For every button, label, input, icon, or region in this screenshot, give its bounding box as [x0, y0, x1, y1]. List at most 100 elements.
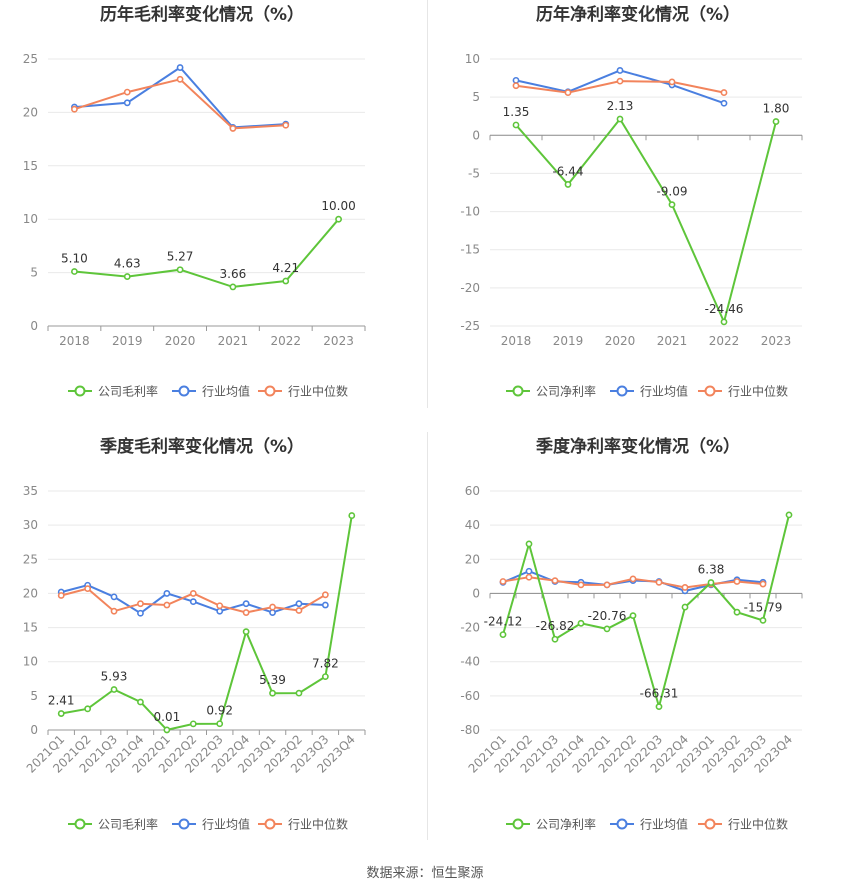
- series-line-company: [61, 515, 353, 732]
- chart-3: 季度毛利率变化情况（%）051015202530352021Q12021Q220…: [23, 436, 366, 832]
- data-label: 4.63: [114, 257, 141, 271]
- data-point-avg: [123, 99, 131, 107]
- data-point-company: [707, 579, 715, 586]
- data-label: 6.38: [698, 563, 725, 577]
- y-tick-label: -40: [460, 655, 480, 669]
- data-point-median: [216, 602, 224, 610]
- y-tick-label: 30: [23, 518, 38, 532]
- legend-label: 行业中位数: [728, 384, 788, 399]
- data-label: -24.12: [484, 615, 523, 629]
- data-point-company: [759, 616, 767, 624]
- x-tick-label: 2019: [553, 334, 584, 348]
- legend-label: 行业中位数: [288, 384, 348, 399]
- x-tick-label: 2022: [270, 334, 301, 348]
- y-tick-label: 10: [23, 655, 38, 669]
- data-point-company: [176, 266, 184, 274]
- data-point-median: [512, 82, 520, 90]
- x-tick-label: 2021: [218, 334, 249, 348]
- legend-label: 公司净利率: [536, 817, 596, 832]
- legend-label: 行业中位数: [288, 817, 348, 832]
- data-point-median: [525, 573, 533, 581]
- data-point-median: [733, 578, 741, 585]
- legend-marker: [74, 385, 86, 397]
- data-point-avg: [216, 607, 224, 615]
- chart-title: 历年毛利率变化情况（%）: [100, 4, 304, 25]
- legend-marker: [74, 818, 86, 830]
- legend-label: 行业均值: [640, 817, 688, 832]
- data-point-company: [525, 540, 533, 548]
- data-point-company: [348, 512, 356, 519]
- data-label: 10.00: [321, 199, 355, 213]
- data-point-company: [242, 628, 250, 636]
- data-label: 5.39: [259, 673, 286, 687]
- chart-4: 季度净利率变化情况（%）-80-60-40-2002040602021Q1202…: [460, 436, 803, 832]
- data-point-company: [282, 277, 290, 285]
- data-point-company: [110, 686, 118, 693]
- data-point-avg: [321, 601, 329, 609]
- data-source-note: 数据来源：恒生聚源: [366, 866, 484, 881]
- data-point-avg: [269, 609, 276, 616]
- data-point-median: [163, 601, 171, 609]
- x-tick-label: 2018: [501, 334, 532, 348]
- y-tick-label: 15: [23, 159, 38, 173]
- data-label: 2.13: [607, 99, 634, 113]
- y-tick-label: 0: [30, 319, 38, 333]
- y-tick-label: -25: [460, 319, 480, 333]
- data-point-company: [84, 705, 92, 713]
- x-tick-label: 2021: [657, 334, 688, 348]
- chart-2: 历年净利率变化情况（%） -25 -20 -15 -10 -5 0 5 10 2018 2019 20…: [460, 4, 803, 399]
- y-tick-label: -10: [460, 205, 480, 219]
- data-point-avg: [110, 593, 118, 601]
- y-tick-label: -15: [460, 243, 480, 257]
- x-tick-label: 2020: [605, 334, 636, 348]
- series-line-company: [74, 218, 340, 288]
- y-tick-label: 0: [472, 128, 480, 142]
- x-tick-label: 2019: [112, 334, 143, 348]
- data-point-company: [163, 726, 171, 734]
- y-tick-label: 10: [465, 52, 480, 66]
- data-point-company: [733, 608, 741, 616]
- y-tick-label: 40: [465, 518, 480, 532]
- x-tick-label: 2023: [761, 334, 792, 348]
- data-point-company: [269, 689, 276, 697]
- data-point-avg: [189, 598, 197, 606]
- chart-title: 季度毛利率变化情况（%）: [100, 436, 304, 457]
- x-tick-label: 2020: [165, 334, 196, 348]
- data-point-median: [603, 581, 611, 589]
- data-point-median: [229, 125, 237, 132]
- data-point-avg: [137, 609, 144, 617]
- chart-1: 历年毛利率变化情况（%） 0 5 10 15 20 25 2018 2019 2020 2021 20…: [23, 4, 366, 399]
- x-tick-label: 2023: [323, 334, 354, 348]
- data-point-median: [176, 75, 184, 83]
- data-point-company: [655, 703, 663, 711]
- data-label: 5.10: [61, 252, 88, 266]
- data-label: 3.66: [220, 267, 247, 281]
- vertical-divider-top: [427, 0, 428, 408]
- data-point-company: [216, 720, 224, 728]
- series-line-company: [515, 117, 777, 325]
- legend-label: 公司净利率: [536, 384, 596, 399]
- data-point-avg: [512, 76, 520, 84]
- data-point-company: [295, 689, 303, 697]
- legend-label: 行业中位数: [728, 817, 788, 832]
- data-point-company: [551, 635, 559, 643]
- data-label: -66.31: [640, 687, 679, 701]
- data-point-median: [282, 121, 290, 129]
- data-point-company: [335, 215, 342, 223]
- data-point-company: [577, 619, 585, 627]
- data-label: 0.92: [206, 704, 233, 718]
- data-point-median: [564, 89, 572, 96]
- data-point-company: [137, 698, 144, 706]
- data-point-median: [720, 89, 728, 96]
- y-tick-label: 10: [23, 212, 38, 226]
- data-point-company: [229, 283, 237, 291]
- chart-title: 季度净利率变化情况（%）: [536, 436, 740, 457]
- data-point-avg: [295, 600, 303, 608]
- legend-label: 公司毛利率: [98, 384, 158, 399]
- data-label: -26.82: [536, 619, 575, 633]
- data-point-company: [772, 118, 780, 125]
- legend-label: 行业均值: [202, 384, 250, 399]
- data-point-avg: [176, 64, 184, 71]
- y-tick-label: -80: [460, 723, 480, 737]
